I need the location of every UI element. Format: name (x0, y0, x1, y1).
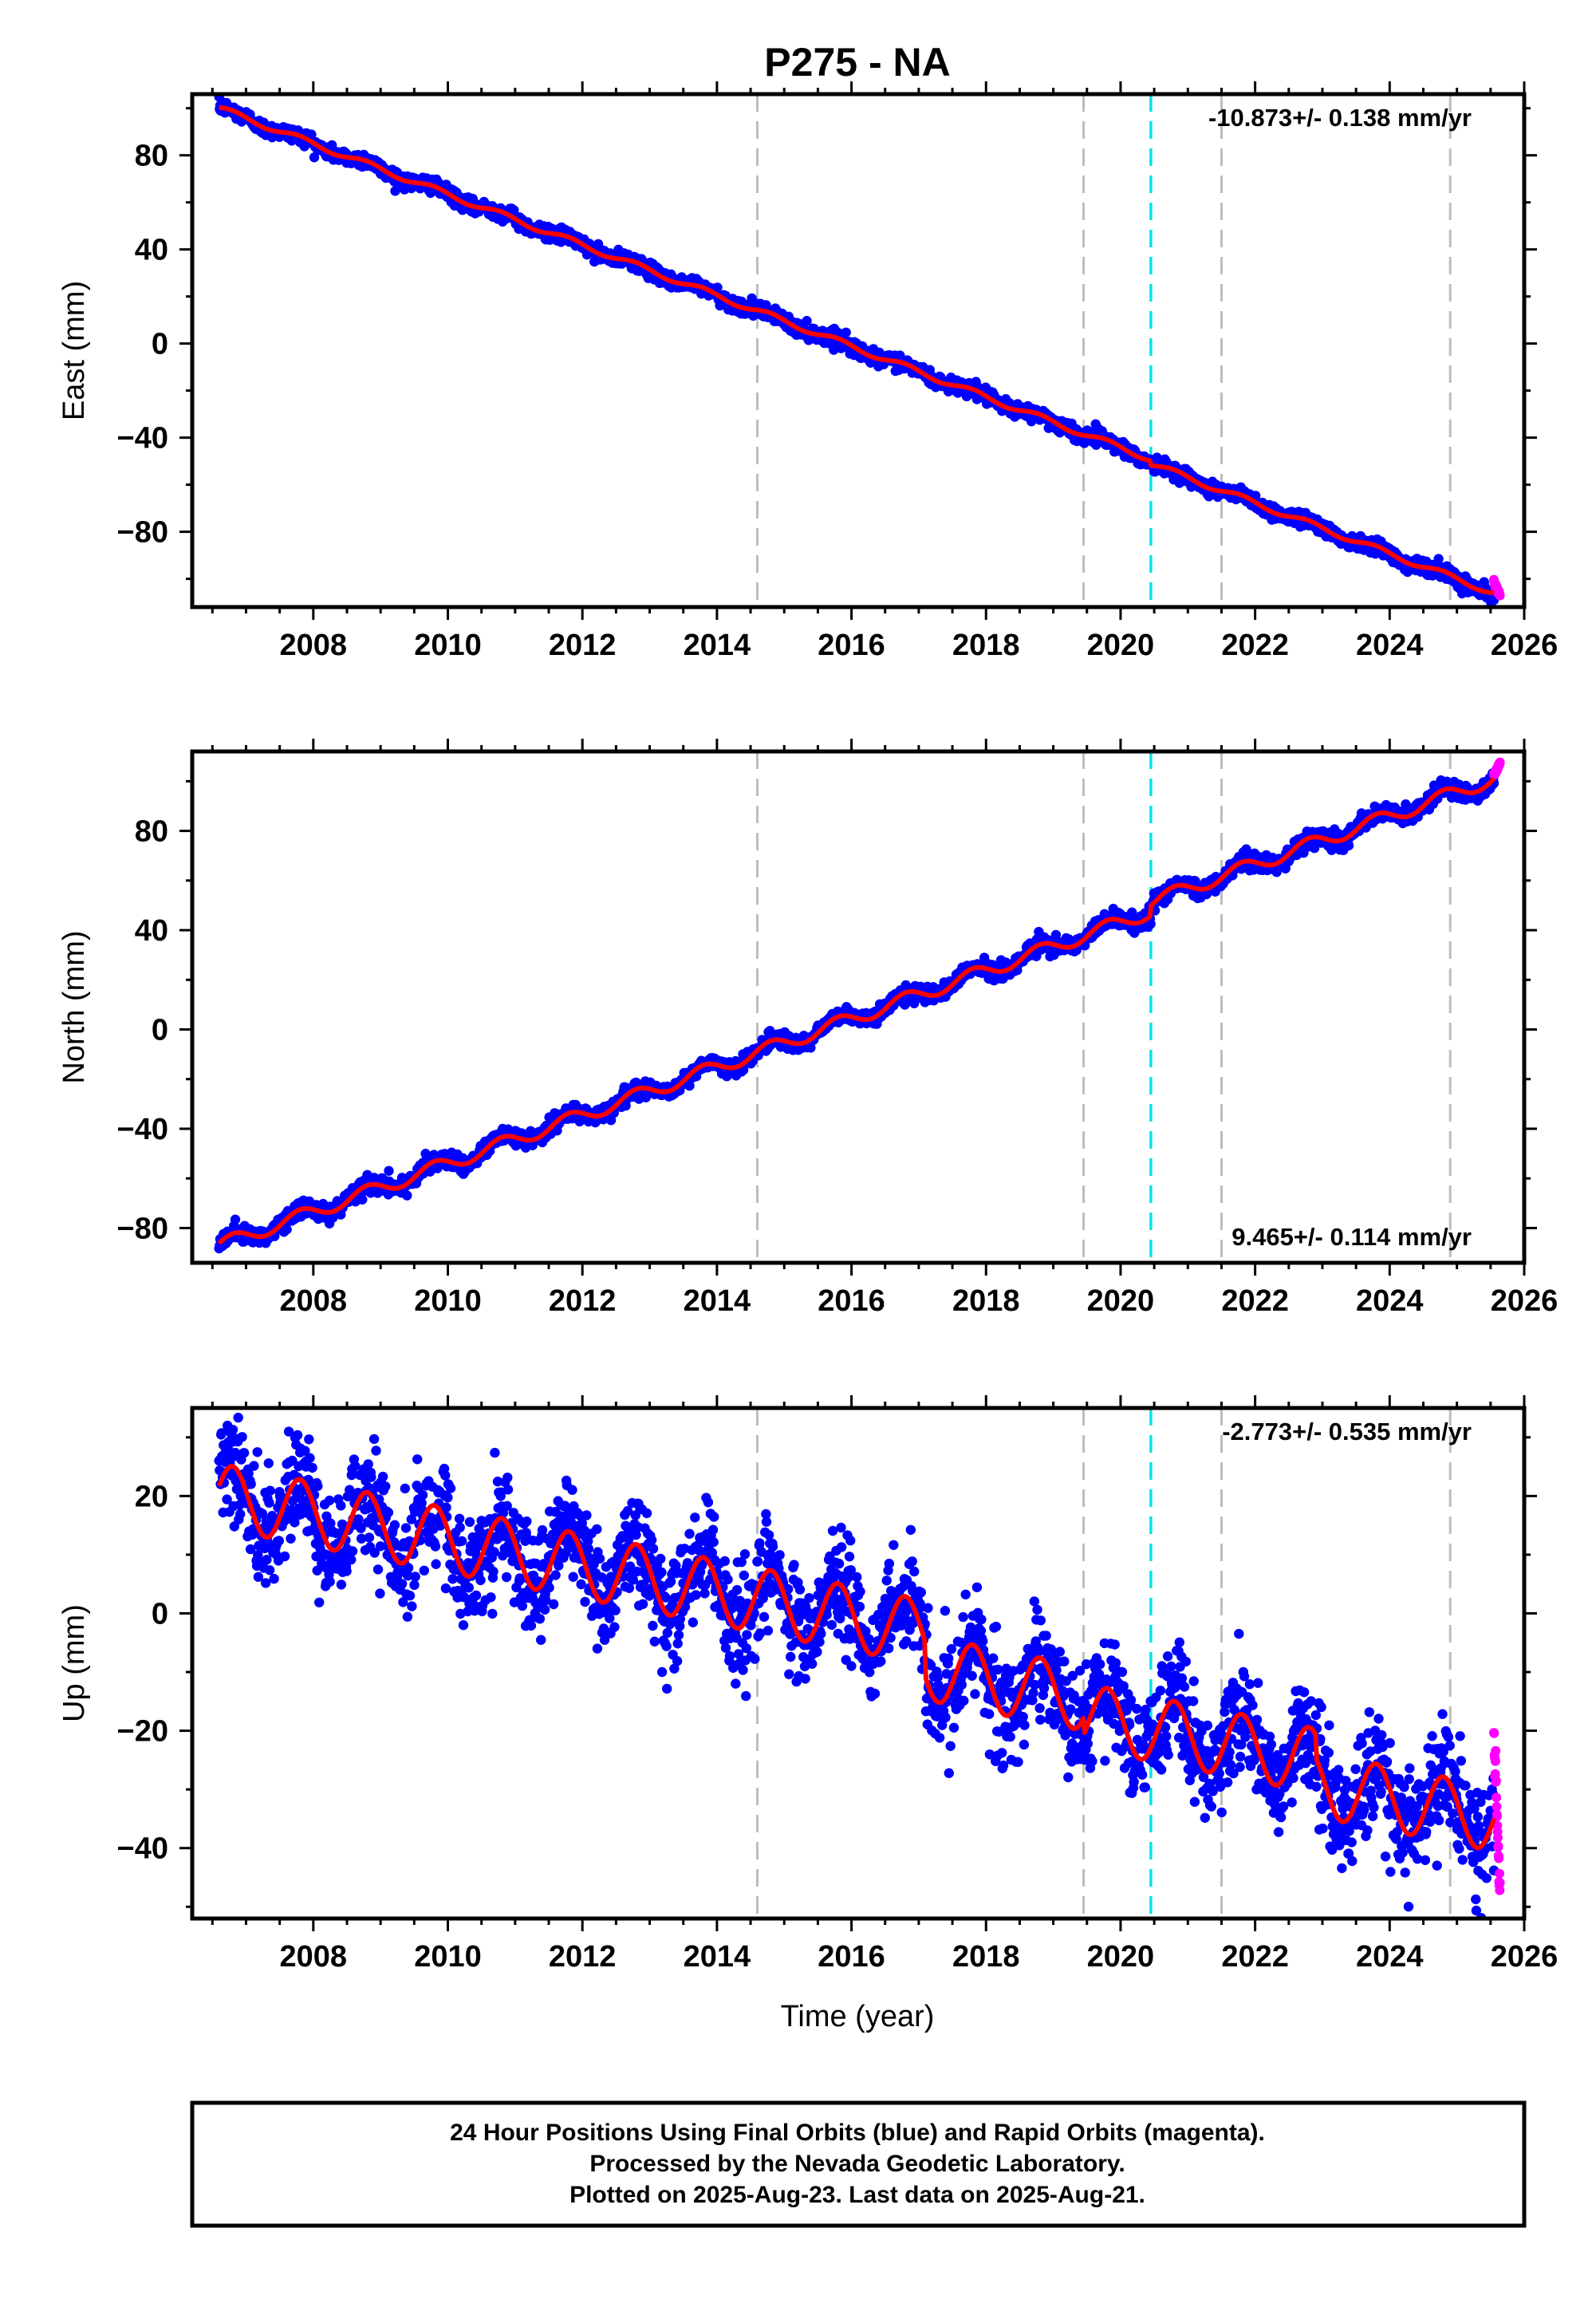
east-model-fit-line (218, 105, 1496, 596)
east-y-tick-label: 0 (152, 328, 168, 361)
north-final-point (402, 1190, 412, 1201)
east-final-point (802, 316, 812, 326)
east-y-tick-label: 80 (135, 140, 168, 173)
north-panel: 2008 2010 2012 2014 2016 2018 2020 2022 2024 2026… (57, 739, 1558, 1318)
north-final-point (282, 1225, 292, 1235)
east-velocity-label: -10.873+/- 0.138 mm/yr (1208, 104, 1472, 132)
east-x-tick-label: 2024 (1356, 629, 1424, 662)
east-x-tick-label: 2008 (280, 629, 348, 662)
east-y-axis-label: East (mm) (57, 281, 91, 420)
east-plot-area (214, 94, 1505, 607)
north-final-point (384, 1165, 394, 1177)
east-final-point (1433, 554, 1444, 564)
east-x-tick-label: 2018 (952, 629, 1020, 662)
east-x-tick-label: 2022 (1221, 629, 1289, 662)
east-x-tick-label: 2012 (549, 629, 617, 662)
east-x-tick-label: 2014 (684, 629, 751, 662)
east-x-tick-label: 2020 (1087, 629, 1155, 662)
east-x-tick-label: 2010 (414, 629, 482, 662)
east-y-tick-label: −80 (117, 516, 168, 550)
east-frame (190, 92, 1527, 609)
east-y-ticks (179, 107, 1537, 581)
chart-title: P275 - NA (764, 40, 950, 85)
panels: 2008 2010 2012 2014 2016 2018 2020 2022 2024 2026… (57, 81, 1558, 1974)
east-rapid-point (1495, 590, 1505, 601)
east-y-tick-label: 40 (135, 234, 168, 267)
east-rapid-orbit-points (1489, 574, 1505, 601)
north-plot-area (214, 751, 1505, 1263)
north-final-point (357, 1194, 368, 1205)
north-final-point (230, 1214, 241, 1225)
east-panel: 2008 2010 2012 2014 2016 2018 2020 2022 2024 2026… (57, 81, 1558, 662)
east-final-point (841, 327, 851, 337)
east-x-tick-label: 2026 (1491, 629, 1559, 662)
east-y-tick-label: −40 (117, 422, 168, 456)
east-x-ticks (211, 81, 1526, 620)
north-final-point (684, 1080, 695, 1091)
east-final-point (390, 186, 400, 196)
east-x-tick-label: 2016 (818, 629, 885, 662)
